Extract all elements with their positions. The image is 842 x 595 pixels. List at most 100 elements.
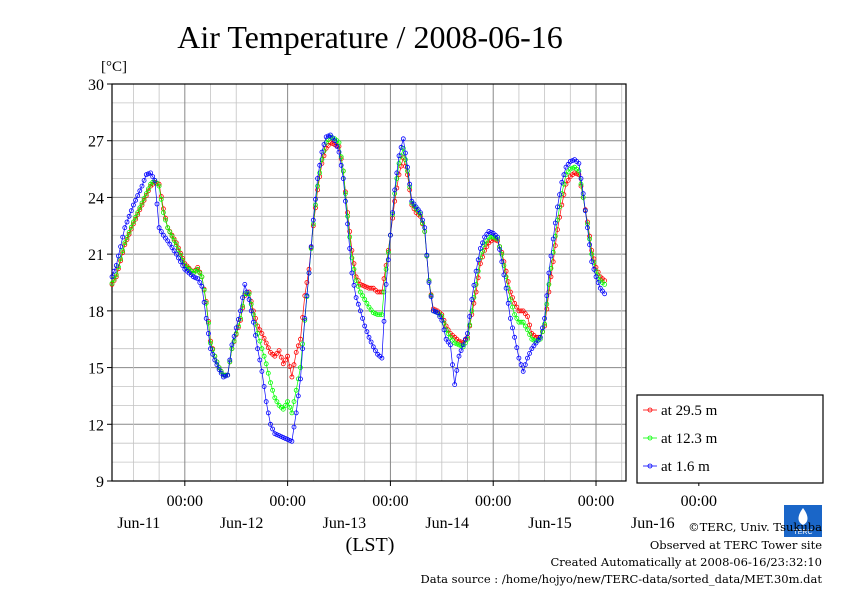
data-point [137,205,143,211]
data-point [360,293,366,299]
x-tick-time-label: 00:00 [269,493,305,510]
data-point [167,229,173,235]
data-point [576,168,582,174]
data-point [158,196,164,202]
data-point [257,338,263,344]
data-point [280,406,286,412]
data-point [555,204,560,210]
legend-entry-label: at 1.6 m [661,459,710,475]
data-point [362,323,368,329]
data-point [199,274,205,280]
data-point [372,311,378,317]
data-point [602,291,607,297]
data-point [542,321,547,327]
data-point [370,344,376,350]
data-point [514,345,520,351]
data-point [291,399,297,405]
data-point [552,243,558,249]
data-point [366,334,372,340]
data-point [355,283,361,289]
data-point [285,353,291,359]
data-point [471,282,477,288]
y-axis-unit-label: [°C] [101,59,127,75]
data-point [383,266,389,272]
data-point [253,315,258,321]
y-tick-label: 9 [96,474,104,491]
data-point [565,177,571,183]
legend: at 29.5 m at 12.3 m at 1.6 m [636,394,824,484]
data-point [342,198,348,204]
data-point [518,319,524,325]
data-point [280,435,286,440]
data-point [255,346,261,352]
data-point [113,272,119,278]
data-point [368,339,374,345]
data-point [265,410,271,416]
data-point [394,176,400,181]
data-point [435,310,440,316]
data-point [480,240,485,246]
data-point [293,387,299,393]
data-point [456,353,462,359]
data-point [148,170,154,176]
data-point [527,322,532,328]
data-point [355,301,361,307]
data-point [109,274,115,280]
data-point [548,274,554,280]
data-point [240,295,246,301]
data-point [503,268,509,274]
data-point [173,242,179,248]
data-point [398,144,404,150]
data-point [334,143,340,149]
data-point [347,234,353,240]
data-point [135,210,141,216]
x-date-label: Jun-14 [425,515,469,532]
data-point [293,410,299,416]
data-point [340,168,346,174]
legend-box [636,394,824,484]
data-point [163,217,168,223]
data-point [559,179,565,185]
data-point [400,145,406,151]
data-point [353,295,359,301]
data-point [280,361,286,367]
data-point [342,191,348,197]
data-point [171,248,177,254]
data-point [501,263,507,268]
data-point [546,270,552,276]
data-point [298,365,303,371]
data-point [332,138,338,144]
data-point [345,221,351,227]
y-tick-label: 27 [88,134,104,151]
data-point [244,289,250,295]
data-point [469,297,475,302]
data-point [546,281,552,287]
data-point [465,331,470,336]
data-point [143,191,149,197]
y-tick-label: 12 [88,417,104,434]
x-tick-time-label: 00:00 [372,493,408,510]
data-point [302,315,308,321]
data-point [304,293,310,299]
data-point [313,202,318,208]
data-point [263,399,269,405]
data-point [197,280,203,285]
data-point [145,186,151,192]
data-point [263,361,269,367]
x-date-label: Jun-11 [117,515,160,532]
data-point [345,213,351,219]
data-point [235,316,241,322]
data-point [160,210,166,216]
data-point [169,245,175,250]
data-point [349,255,355,261]
legend-swatch-marker [647,463,653,469]
data-point [445,331,451,336]
data-point [124,219,130,225]
data-point [550,259,556,265]
data-point [257,357,263,363]
data-point [265,345,271,351]
data-point [304,280,310,285]
data-point [520,319,526,325]
data-point [336,140,342,146]
data-point [394,170,400,176]
